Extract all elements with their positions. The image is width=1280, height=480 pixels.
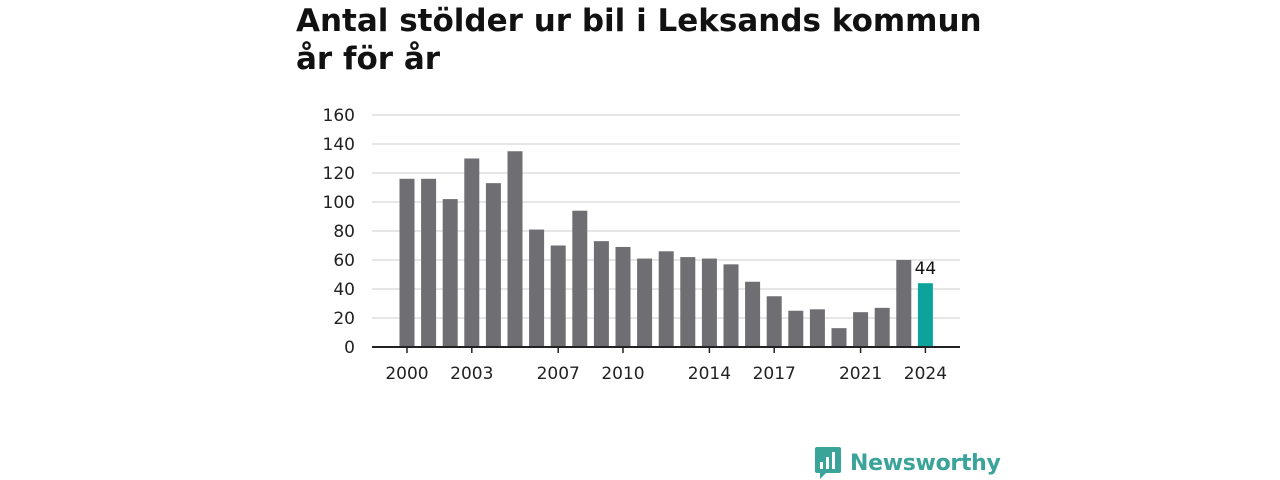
bar-2017 [766,296,782,347]
x-tick-label-2021: 2021 [839,364,882,384]
y-tick-label-120: 120 [323,164,355,184]
x-tick-label-2003: 2003 [450,364,493,384]
x-tick-label-2000: 2000 [385,364,428,384]
chart-title: Antal stölder ur bil i Leksands kommun å… [296,3,982,77]
bar-2003 [464,158,480,347]
x-axis: 2000 2003 2007 2010 2014 2017 2021 2024 [385,347,947,384]
bar-2000 [399,178,415,347]
y-axis: 0 20 40 60 80 100 120 140 160 [323,106,355,358]
bar-2002 [442,199,458,347]
bar-2009 [593,241,609,347]
bar-2019 [809,309,825,347]
x-tick-label-2010: 2010 [601,364,644,384]
bar-2007 [550,245,566,347]
data-label-2024: 44 [915,259,937,279]
y-tick-label-160: 160 [323,106,355,126]
y-tick-label-100: 100 [323,193,355,213]
y-tick-label-80: 80 [333,222,355,242]
bar-2008 [572,210,588,347]
newsworthy-logo: Newsworthy [814,446,1001,480]
y-tick-label-140: 140 [323,135,355,155]
y-tick-label-0: 0 [344,338,355,358]
bar-2020 [831,328,847,347]
y-tick-label-40: 40 [333,280,355,300]
bar-2021 [853,312,869,347]
bar-2023 [896,260,912,347]
bar-2011 [637,258,653,347]
x-tick-label-2017: 2017 [753,364,796,384]
bar-2006 [529,229,545,347]
bar-2013 [680,257,696,347]
bar-2016 [745,281,761,347]
x-tick-label-2014: 2014 [688,364,731,384]
bars [399,151,933,347]
bar-2010 [615,246,631,347]
data-labels: 44 [915,259,937,279]
bar-2004 [485,183,501,347]
logo-text: Newsworthy [850,450,1001,476]
x-tick-label-2024: 2024 [904,364,947,384]
bar-2024 [917,283,933,347]
bar-2018 [788,310,804,347]
x-tick-label-2007: 2007 [537,364,580,384]
bar-2022 [874,307,890,347]
y-tick-label-60: 60 [333,251,355,271]
bar-chart-icon [815,447,841,479]
bar-2014 [701,258,717,347]
bar-2001 [421,178,437,347]
bar-2012 [658,251,674,347]
bar-2015 [723,264,739,347]
bar-2005 [507,151,523,347]
y-tick-label-20: 20 [333,309,355,329]
